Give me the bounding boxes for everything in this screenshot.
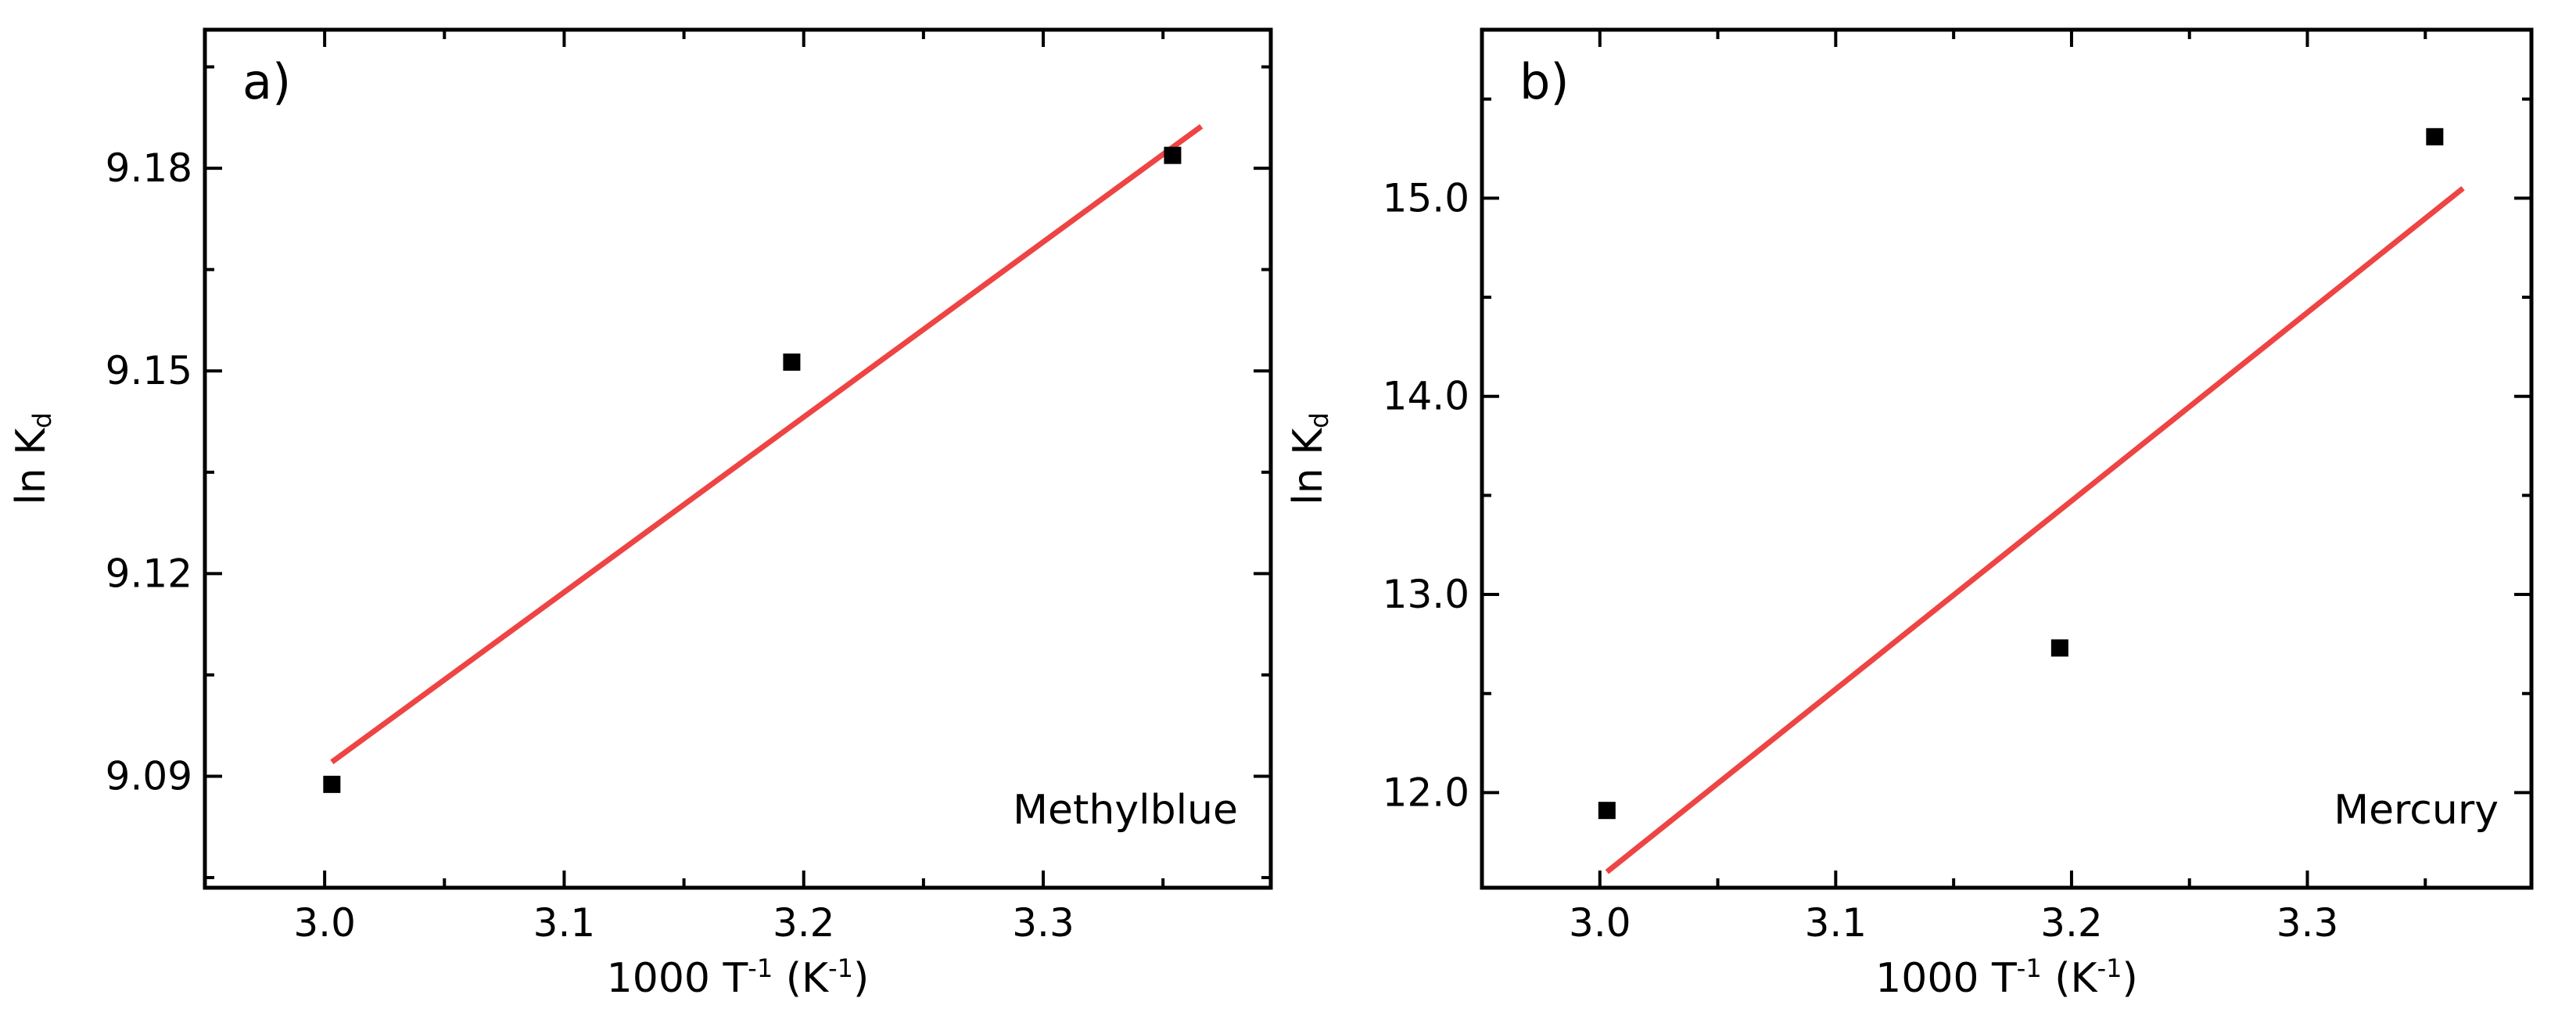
x-tick-label: 3.3	[1012, 900, 1075, 946]
x-axis-label-text: )	[853, 955, 869, 1002]
x-axis-label: 1000 T-1 (K-1)	[607, 953, 870, 1002]
y-axis-label-subscript: d	[1304, 412, 1334, 428]
panel-annotation: Mercury	[2334, 787, 2499, 834]
y-tick-label: 9.18	[106, 145, 192, 191]
fit-line	[1605, 185, 2465, 874]
plot-frame	[203, 27, 1273, 890]
x-tick-label: 3.2	[2040, 900, 2103, 946]
x-axis-label-text: 1000 T	[607, 955, 748, 1002]
y-tick-label: 15.0	[1383, 175, 1469, 221]
x-tick-label: 3.3	[2276, 900, 2339, 946]
data-point	[783, 353, 801, 371]
chart-panel-2: 3.0 3.1 3.2 3.3 12.0 13.0 14.0 15.0 b) Mercury 100…	[1285, 27, 2534, 1002]
chart-panel-1: 3.0 3.1 3.2 3.3 9.09 9.12 9.15 9.18 a) Methylblue…	[8, 27, 1273, 1002]
x-axis-label-text: (K	[2042, 955, 2099, 1002]
x-tick-label: 3.0	[1569, 900, 1631, 946]
plot-frame	[1480, 27, 2534, 890]
x-axis-label-superscript: -1	[748, 953, 773, 983]
data-point	[2426, 127, 2444, 145]
x-tick-label: 3.1	[1805, 900, 1867, 946]
y-axis-label-text: ln K	[8, 427, 55, 505]
y-tick-label: 12.0	[1383, 770, 1469, 815]
x-axis-label-superscript: -1	[2017, 953, 2042, 983]
y-tick-label: 9.12	[106, 551, 192, 596]
y-axis-label-text: ln K	[1285, 427, 1332, 505]
data-point	[1164, 146, 1182, 164]
y-axis-label: ln Kd	[1285, 412, 1334, 504]
x-tick-label: 3.0	[293, 900, 356, 946]
y-tick-label: 9.09	[106, 753, 192, 799]
x-axis-label-superscript: -1	[2097, 953, 2122, 983]
x-axis-label-text: (K	[773, 955, 830, 1002]
x-axis-label: 1000 T-1 (K-1)	[1875, 953, 2138, 1002]
x-tick-label: 3.1	[533, 900, 596, 946]
fit-line	[330, 124, 1204, 765]
y-tick-label: 13.0	[1383, 572, 1469, 617]
x-tick-label: 3.2	[773, 900, 835, 946]
data-point	[323, 775, 341, 793]
data-point	[2050, 639, 2068, 657]
x-axis-label-superscript: -1	[828, 953, 853, 983]
y-tick-label: 9.15	[106, 348, 192, 393]
y-tick-label: 14.0	[1383, 374, 1469, 419]
y-axis-label-subscript: d	[27, 412, 57, 428]
x-axis-label-text: )	[2122, 955, 2138, 1002]
panel-label: b)	[1519, 53, 1570, 110]
data-point	[1598, 802, 1616, 820]
panel-annotation: Methylblue	[1013, 787, 1238, 834]
y-axis-label: ln Kd	[8, 412, 57, 504]
panel-label: a)	[242, 53, 291, 110]
x-axis-label-text: 1000 T	[1875, 955, 2017, 1002]
